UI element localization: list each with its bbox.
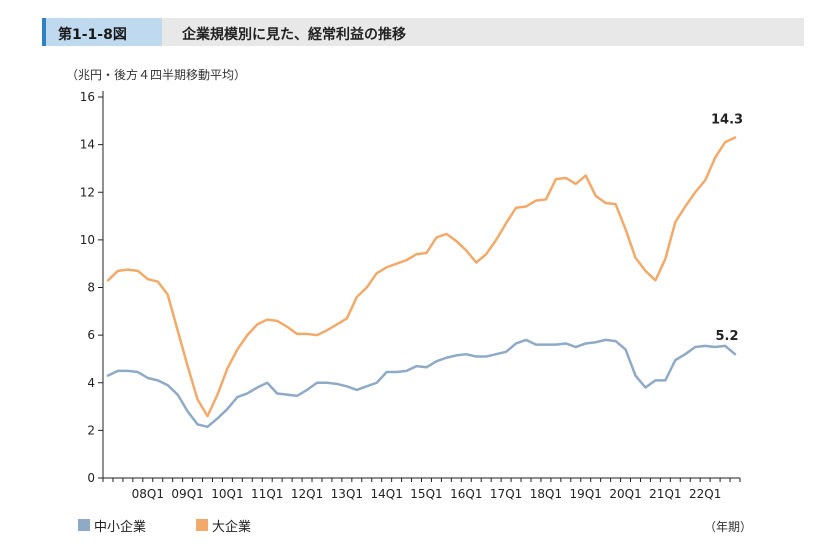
legend-swatch-sme (78, 519, 90, 531)
series-line-sme (106, 338, 737, 429)
x-tick-label: 09Q1 (171, 487, 203, 501)
y-tick-label: 12 (80, 185, 95, 199)
figure-number: 第1-1-8図 (58, 27, 127, 43)
y-tick-label: 2 (87, 423, 95, 437)
y-axis-unit-label: （兆円・後方４四半期移動平均） (66, 68, 247, 82)
x-tick-label: 18Q1 (530, 487, 562, 501)
legend-label-sme: 中小企業 (94, 520, 147, 535)
x-tick-label: 20Q1 (609, 487, 641, 501)
y-tick-label: 14 (80, 138, 95, 152)
x-tick-label: 08Q1 (132, 487, 164, 501)
y-tick-label: 16 (80, 90, 95, 104)
x-tick-label: 12Q1 (291, 487, 323, 501)
x-tick-label: 19Q1 (570, 487, 602, 501)
x-tick-label: 17Q1 (490, 487, 522, 501)
x-tick-label: 14Q1 (370, 487, 402, 501)
x-tick-label: 10Q1 (211, 487, 243, 501)
legend-swatch-large (196, 519, 208, 531)
y-tick-label: 10 (80, 233, 95, 247)
figure-header: 第1-1-8図 企業規模別に見た、経常利益の推移 (42, 18, 804, 46)
x-tick-label: 22Q1 (689, 487, 721, 501)
y-tick-label: 0 (87, 471, 95, 485)
x-tick-label: 11Q1 (251, 487, 283, 501)
end-label-large: 14.3 (711, 112, 743, 127)
x-axis-unit-label: （年期） (704, 520, 753, 534)
end-label-sme: 5.2 (716, 329, 739, 344)
figure-title: 企業規模別に見た、経常利益の推移 (182, 27, 406, 43)
series-line-large (106, 136, 737, 418)
x-tick-label: 21Q1 (649, 487, 681, 501)
x-tick-label: 15Q1 (410, 487, 442, 501)
figure-number-box: 第1-1-8図 (44, 18, 162, 46)
legend-label-large: 大企業 (212, 520, 252, 535)
y-tick-label: 4 (87, 376, 95, 390)
y-tick-label: 8 (87, 281, 95, 295)
x-tick-label: 16Q1 (450, 487, 482, 501)
x-tick-label: 13Q1 (331, 487, 363, 501)
header-accent-bar (42, 18, 46, 46)
line-chart: 0 2 4 6 8 10 12 14 16 08Q1 09Q1 10Q1 11Q1 12Q1 13Q1 14Q… (80, 90, 743, 501)
y-tick-label: 6 (87, 328, 95, 342)
